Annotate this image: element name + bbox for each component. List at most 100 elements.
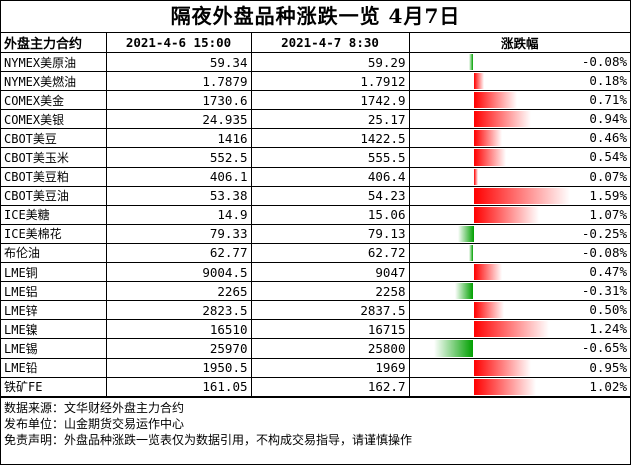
cell-prev-price: 1416 (105, 128, 252, 149)
change-percent: 0.71% (589, 92, 627, 108)
change-bar-negative (454, 283, 474, 300)
change-bar-positive (473, 168, 478, 185)
table-row: CBOT美豆 1416 1422.5 0.46% (1, 128, 630, 149)
change-bar-positive (473, 321, 550, 338)
change-bar-positive (473, 149, 507, 166)
cell-curr-price: 1742.9 (250, 90, 410, 111)
header-prev-time: 2021-4-6 15:00 (105, 33, 252, 53)
table-row: LME镍 16510 16715 1.24% (1, 319, 630, 340)
change-bar-positive (473, 130, 502, 147)
cell-prev-price: 62.77 (105, 242, 252, 264)
table-row: NYMEX美燃油 1.7879 1.7912 0.18% (1, 71, 630, 92)
cell-contract-name: NYMEX美燃油 (1, 71, 107, 92)
change-bar-negative (468, 54, 474, 71)
footnotes: 数据来源：文华财经外盘主力合约 发布单位：山金期货交易运作中心 免责声明：外盘品… (1, 396, 630, 449)
cell-change: -0.08% (408, 242, 630, 264)
note-disclaimer: 免责声明：外盘品种涨跌一览表仅为数据引用，不构成交易指导，请谨慎操作 (4, 433, 413, 448)
table-row: LME铜 9004.5 9047 0.47% (1, 262, 630, 283)
table-row: ICE美糖 14.9 15.06 1.07% (1, 204, 630, 225)
change-bar-positive (473, 359, 532, 376)
change-percent: -0.08% (581, 54, 627, 69)
cell-prev-price: 79.33 (105, 223, 252, 244)
change-bar-negative (433, 340, 474, 357)
cell-contract-name: CBOT美豆 (1, 128, 107, 149)
cell-contract-name: NYMEX美原油 (1, 52, 107, 73)
cell-prev-price: 552.5 (105, 147, 252, 168)
change-bar-negative (458, 225, 474, 242)
cell-curr-price: 2837.5 (250, 300, 410, 321)
cell-contract-name: ICE美糖 (1, 204, 107, 225)
change-percent: 0.50% (589, 302, 627, 318)
change-bar-positive (473, 111, 531, 128)
change-percent: 0.07% (589, 168, 627, 184)
cell-prev-price: 1.7879 (105, 71, 252, 92)
table-row: LME锌 2823.5 2837.5 0.50% (1, 300, 630, 321)
cell-contract-name: 布伦油 (1, 242, 107, 264)
change-percent: -0.31% (581, 283, 627, 299)
table-row: CBOT美玉米 552.5 555.5 0.54% (1, 147, 630, 168)
cell-contract-name: ICE美棉花 (1, 223, 107, 244)
cell-change: 1.07% (408, 204, 630, 225)
cell-contract-name: LME锌 (1, 300, 107, 321)
change-percent: 0.18% (589, 73, 627, 89)
cell-curr-price: 54.23 (250, 185, 410, 206)
cell-curr-price: 9047 (250, 262, 410, 283)
cell-contract-name: CBOT美豆油 (1, 185, 107, 206)
change-percent: -0.08% (581, 244, 627, 260)
cell-prev-price: 14.9 (105, 204, 252, 225)
change-percent: 1.07% (589, 206, 627, 222)
cell-curr-price: 25.17 (250, 109, 410, 130)
change-bar-positive (473, 378, 536, 395)
table-body: NYMEX美原油 59.34 59.29 -0.08% NYMEX美燃油 1.7879 1.… (1, 52, 630, 397)
change-percent: 0.95% (589, 359, 627, 375)
table-row: ICE美棉花 79.33 79.13 -0.25% (1, 223, 630, 244)
cell-change: 0.07% (408, 166, 630, 187)
cell-curr-price: 25800 (250, 338, 410, 359)
header-name: 外盘主力合约 (1, 33, 107, 53)
change-percent: 0.94% (589, 111, 627, 127)
table-row: CBOT美豆油 53.38 54.23 1.59% (1, 185, 630, 206)
cell-curr-price: 162.7 (250, 376, 410, 397)
cell-curr-price: 1969 (250, 357, 410, 378)
cell-change: 0.46% (408, 128, 630, 149)
cell-change: 1.02% (408, 376, 630, 397)
change-bar-positive (473, 302, 504, 319)
table-row: LME锡 25970 25800 -0.65% (1, 338, 630, 359)
table-row: LME铝 2265 2258 -0.31% (1, 281, 630, 302)
table-row: COMEX美银 24.935 25.17 0.94% (1, 109, 630, 130)
table-row: 铁矿FE 161.05 162.7 1.02% (1, 376, 630, 397)
cell-curr-price: 1422.5 (250, 128, 410, 149)
cell-curr-price: 406.4 (250, 166, 410, 187)
cell-contract-name: LME铅 (1, 357, 107, 378)
change-bar-positive (473, 264, 503, 281)
cell-contract-name: LME锡 (1, 338, 107, 359)
header-row: 外盘主力合约 2021-4-6 15:00 2021-4-7 8:30 涨跌幅 (1, 33, 630, 53)
cell-prev-price: 25970 (105, 338, 252, 359)
cell-prev-price: 1950.5 (105, 357, 252, 378)
cell-prev-price: 2823.5 (105, 300, 252, 321)
change-percent: 1.59% (589, 187, 627, 203)
cell-change: 1.59% (408, 185, 630, 206)
cell-curr-price: 79.13 (250, 223, 410, 244)
cell-contract-name: COMEX美金 (1, 90, 107, 111)
change-percent: -0.65% (581, 340, 627, 356)
cell-change: 0.95% (408, 357, 630, 378)
cell-change: 0.94% (408, 109, 630, 130)
cell-change: 0.47% (408, 262, 630, 283)
cell-prev-price: 24.935 (105, 109, 252, 130)
cell-contract-name: LME镍 (1, 319, 107, 340)
change-bar-positive (473, 206, 539, 223)
change-percent: 0.47% (589, 264, 627, 280)
cell-change: -0.25% (408, 223, 630, 244)
cell-change: 0.18% (408, 71, 630, 92)
cell-curr-price: 16715 (250, 319, 410, 340)
cell-contract-name: CBOT美豆粕 (1, 166, 107, 187)
change-bar-positive (473, 92, 517, 109)
change-percent: 1.02% (589, 378, 627, 394)
cell-contract-name: CBOT美玉米 (1, 147, 107, 168)
cell-curr-price: 1.7912 (250, 71, 410, 92)
cell-change: -0.31% (408, 281, 630, 302)
cell-contract-name: LME铜 (1, 262, 107, 283)
cell-change: -0.65% (408, 338, 630, 359)
